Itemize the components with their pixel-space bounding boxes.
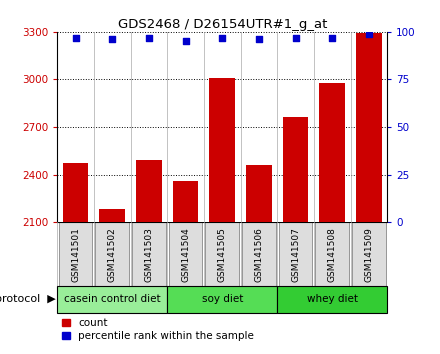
Title: GDS2468 / D26154UTR#1_g_at: GDS2468 / D26154UTR#1_g_at: [117, 18, 327, 31]
FancyBboxPatch shape: [132, 222, 166, 286]
Point: [329, 35, 336, 40]
FancyBboxPatch shape: [205, 222, 239, 286]
Point: [145, 35, 152, 40]
FancyBboxPatch shape: [352, 222, 386, 286]
Point: [219, 35, 226, 40]
Text: GSM141508: GSM141508: [328, 227, 337, 282]
Point: [72, 35, 79, 40]
FancyBboxPatch shape: [277, 286, 387, 313]
Text: GSM141503: GSM141503: [144, 227, 154, 282]
Point: [255, 37, 262, 42]
Text: GSM141504: GSM141504: [181, 227, 190, 282]
Text: casein control diet: casein control diet: [64, 294, 161, 304]
Bar: [283, 118, 308, 222]
Bar: [99, 210, 125, 222]
Point: [182, 39, 189, 44]
Bar: [136, 160, 162, 222]
Point: [365, 31, 372, 36]
FancyBboxPatch shape: [279, 222, 312, 286]
Text: GSM141501: GSM141501: [71, 227, 80, 282]
FancyBboxPatch shape: [169, 222, 202, 286]
Bar: [319, 82, 345, 222]
Text: GSM141506: GSM141506: [254, 227, 264, 282]
Text: GSM141507: GSM141507: [291, 227, 300, 282]
Point: [109, 37, 116, 42]
FancyBboxPatch shape: [95, 222, 129, 286]
FancyBboxPatch shape: [167, 286, 277, 313]
Text: protocol  ▶: protocol ▶: [0, 294, 55, 304]
Text: GSM141502: GSM141502: [108, 227, 117, 282]
FancyBboxPatch shape: [242, 222, 276, 286]
Legend: count, percentile rank within the sample: count, percentile rank within the sample: [62, 318, 254, 341]
Bar: [246, 165, 272, 222]
Text: whey diet: whey diet: [307, 294, 358, 304]
Text: GSM141505: GSM141505: [218, 227, 227, 282]
Bar: [172, 181, 198, 222]
Point: [292, 35, 299, 40]
FancyBboxPatch shape: [59, 222, 92, 286]
FancyBboxPatch shape: [57, 286, 167, 313]
FancyBboxPatch shape: [315, 222, 349, 286]
Bar: [356, 33, 382, 222]
Bar: [209, 78, 235, 222]
Bar: [63, 164, 88, 222]
Text: soy diet: soy diet: [202, 294, 243, 304]
Text: GSM141509: GSM141509: [364, 227, 374, 282]
